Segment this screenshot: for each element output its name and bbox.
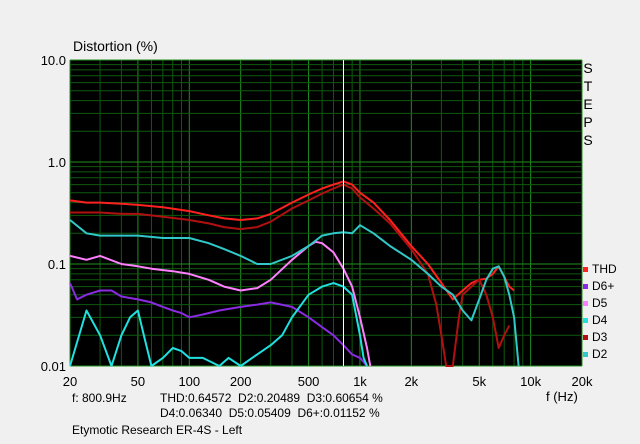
x-tick-label: 20k [572,374,593,389]
legend-swatch [583,318,588,323]
distortion-readout-line1: THD:0.64572 D2:0.20489 D3:0.60654 % [160,391,383,405]
series-layer [69,180,520,367]
y-axis-ticks: 10.0 1.0 0.1 0.01 [41,53,66,374]
x-tick-label: 1k [353,374,367,389]
legend-entry-label: D6+ [592,279,614,293]
series-line-d3 [70,183,511,367]
side-label-letter: P [583,114,592,130]
legend-entry-label: THD [592,262,617,276]
series-line-d4 [69,282,368,367]
side-label-letter: E [583,96,592,112]
x-axis-label: f (Hz) [546,389,578,404]
legend-swatch [583,284,588,289]
y-tick-label: 0.01 [41,359,66,374]
y-tick-label: 10.0 [41,53,66,68]
legend-entry-label: D5 [592,296,608,310]
series-line-d6-plus [69,282,368,367]
device-label: Etymotic Research ER-4S - Left [72,423,243,437]
x-tick-label: 20 [63,374,77,389]
x-tick-label: 200 [230,374,252,389]
x-tick-label: 500 [298,374,320,389]
legend-swatch [583,352,588,357]
legend-entry-label: D4 [592,313,608,327]
x-axis-ticks: 20 50 100 200 500 1k 2k 5k 10k 20k [63,374,593,389]
series-line-thd [69,180,515,301]
x-tick-label: 5k [472,374,486,389]
legend-swatch [583,301,588,306]
cursor-frequency-readout: f: 800.9Hz [72,391,127,405]
side-label-letter: T [584,78,593,94]
side-label-letter: S [583,132,592,148]
legend-swatch [583,335,588,340]
legend-entry-label: D2 [592,347,608,361]
x-tick-label: 100 [178,374,200,389]
series-line-d5 [69,240,372,367]
x-tick-label: 2k [404,374,418,389]
distortion-readout-line2: D4:0.06340 D5:0.05409 D6+:0.01152 % [160,406,380,420]
x-tick-label: 50 [131,374,145,389]
series-line-d2 [69,219,520,367]
chart-title: Distortion (%) [73,38,158,54]
y-tick-label: 0.1 [48,257,66,272]
side-label-letter: S [583,60,592,76]
legend: THD D6+ D5 D4 D3 D2 [583,262,617,361]
legend-entry-label: D3 [592,330,608,344]
y-tick-label: 1.0 [48,155,66,170]
legend-swatch [583,267,588,272]
x-tick-label: 10k [520,374,541,389]
plot-area [70,60,582,366]
